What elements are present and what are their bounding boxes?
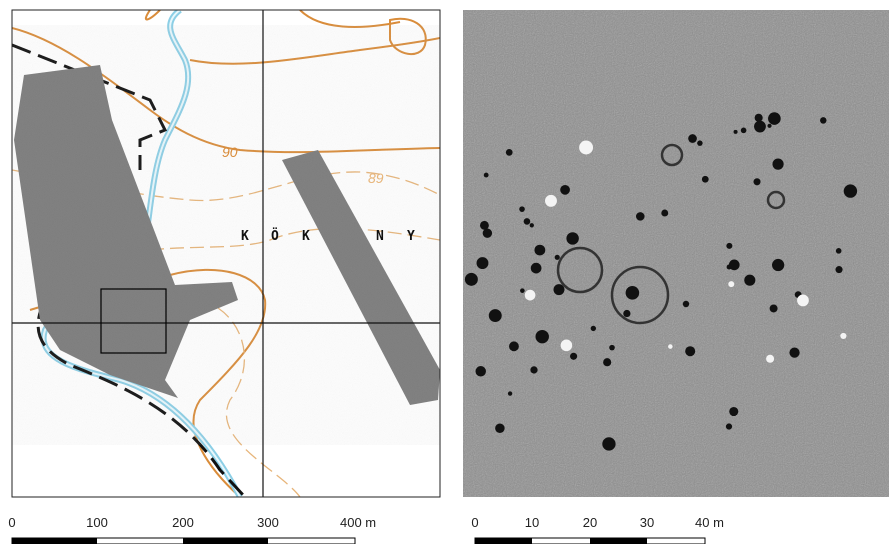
scale-label: 400 m bbox=[340, 515, 376, 530]
anomaly bbox=[483, 228, 492, 237]
anomaly bbox=[729, 407, 738, 416]
anomaly bbox=[530, 366, 537, 373]
anomaly bbox=[683, 301, 689, 307]
anomaly bbox=[766, 355, 774, 363]
anomaly bbox=[570, 353, 577, 360]
anomaly bbox=[726, 423, 732, 429]
place-letter: N bbox=[376, 229, 384, 244]
anomaly bbox=[729, 260, 740, 271]
anomaly bbox=[688, 134, 697, 143]
anomaly bbox=[772, 259, 784, 271]
anomaly bbox=[685, 346, 695, 356]
anomaly bbox=[506, 149, 513, 156]
anomaly bbox=[525, 290, 536, 301]
place-letter: Y bbox=[407, 229, 415, 244]
anomaly bbox=[531, 263, 542, 274]
anomaly bbox=[609, 345, 615, 351]
magnetometer-image bbox=[463, 10, 889, 497]
anomaly bbox=[560, 185, 570, 195]
scale-bar: 0 10 20 30 40 m bbox=[471, 515, 724, 544]
anomaly bbox=[579, 141, 593, 155]
topo-map: 90 89 K Ö K N Y bbox=[12, 10, 440, 497]
scale-label: 20 bbox=[583, 515, 597, 530]
anomaly bbox=[772, 159, 783, 170]
anomaly bbox=[465, 273, 478, 286]
anomaly bbox=[744, 275, 755, 286]
scale-label: 200 bbox=[172, 515, 194, 530]
place-letter: K bbox=[241, 229, 249, 244]
anomaly bbox=[545, 195, 557, 207]
anomaly bbox=[844, 184, 857, 197]
anomaly bbox=[835, 266, 842, 273]
anomaly bbox=[820, 117, 826, 123]
anomaly bbox=[768, 112, 781, 125]
anomaly bbox=[726, 243, 732, 249]
anomaly bbox=[840, 333, 846, 339]
anomaly bbox=[477, 257, 489, 269]
scale-label: 300 bbox=[257, 515, 279, 530]
anomaly bbox=[797, 295, 809, 307]
anomaly bbox=[520, 288, 525, 293]
anomaly bbox=[754, 121, 766, 133]
anomaly bbox=[524, 218, 531, 225]
anomaly bbox=[480, 221, 489, 230]
anomaly bbox=[661, 210, 668, 217]
anomaly bbox=[561, 340, 573, 352]
anomaly bbox=[555, 255, 560, 260]
anomaly bbox=[755, 114, 763, 122]
anomaly bbox=[767, 124, 771, 128]
anomaly bbox=[530, 223, 534, 227]
figure: 90 89 K Ö K N Y 0 100 200 300 400 m 0 10… bbox=[0, 0, 889, 544]
contour-label: 89 bbox=[368, 170, 384, 186]
anomaly bbox=[728, 281, 734, 287]
anomaly bbox=[509, 341, 519, 351]
anomaly bbox=[476, 366, 486, 376]
anomaly bbox=[566, 232, 578, 244]
anomaly bbox=[741, 128, 747, 134]
scale-label: 40 m bbox=[695, 515, 724, 530]
scale-label: 0 bbox=[8, 515, 15, 530]
anomaly bbox=[623, 310, 630, 317]
anomaly bbox=[534, 245, 545, 256]
place-letter: Ö bbox=[271, 228, 279, 244]
anomaly bbox=[603, 358, 611, 366]
anomaly bbox=[495, 424, 505, 434]
anomaly bbox=[702, 176, 709, 183]
anomaly bbox=[519, 206, 525, 212]
anomaly bbox=[636, 212, 645, 221]
anomaly bbox=[770, 304, 778, 312]
anomaly bbox=[602, 437, 615, 450]
anomaly bbox=[553, 284, 564, 295]
contour-label: 90 bbox=[222, 144, 238, 160]
anomaly bbox=[668, 344, 673, 349]
scale-label: 0 bbox=[471, 515, 478, 530]
anomaly bbox=[734, 130, 738, 134]
scale-label: 30 bbox=[640, 515, 654, 530]
anomaly bbox=[697, 140, 702, 145]
scale-label: 10 bbox=[525, 515, 539, 530]
anomaly bbox=[489, 309, 502, 322]
place-letter: K bbox=[302, 229, 310, 244]
anomaly bbox=[753, 178, 760, 185]
anomaly bbox=[508, 391, 512, 395]
scale-bar: 0 100 200 300 400 m bbox=[8, 515, 376, 544]
anomaly bbox=[626, 286, 640, 300]
anomaly bbox=[536, 330, 549, 343]
anomaly bbox=[591, 326, 596, 331]
anomaly bbox=[789, 347, 799, 357]
anomaly bbox=[484, 173, 489, 178]
anomaly bbox=[836, 248, 842, 254]
scale-label: 100 bbox=[86, 515, 108, 530]
